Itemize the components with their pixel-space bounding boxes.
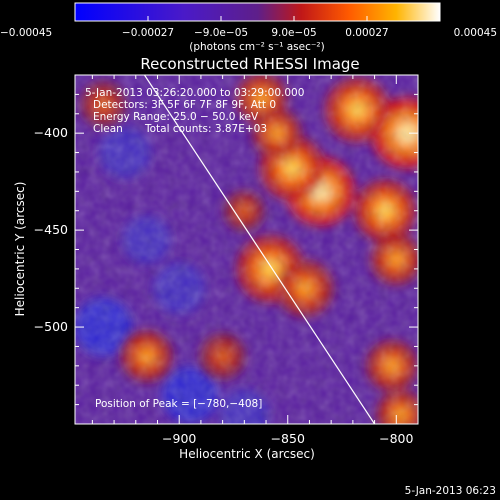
- x-tick-label: −850: [271, 431, 305, 446]
- y-tick-label: −450: [34, 222, 68, 237]
- chart-title: Reconstructed RHESSI Image: [140, 55, 359, 73]
- info-peak-position: Position of Peak = [−780,−408]: [95, 398, 262, 410]
- y-tick-label: −400: [34, 125, 68, 140]
- colorbar-tick-label: −9.0e−05: [194, 27, 248, 39]
- plot-image: [75, 75, 418, 424]
- solar-limb-line: [143, 75, 376, 424]
- colorbar-unit-label: (photons cm⁻² s⁻¹ asec⁻²): [189, 41, 324, 53]
- info-total-counts: Total counts: 3.87E+03: [144, 123, 267, 135]
- colorbar: [74, 2, 441, 22]
- x-axis-label: Heliocentric X (arcsec): [179, 447, 315, 461]
- x-tick-label: −900: [162, 431, 196, 446]
- info-energy-range: Energy Range: 25.0 − 50.0 keV: [93, 111, 259, 123]
- colorbar-ticks: −0.00045 −0.00027 −9.0e−05 9.0e−05 0.00027 0.…: [0, 16, 497, 39]
- colorbar-tick-label: −0.00045: [0, 27, 52, 39]
- info-detectors: Detectors: 3F 5F 6F 7F 8F 9F, Att 0: [93, 99, 276, 111]
- y-tick-label: −500: [34, 319, 68, 334]
- colorbar-tick-label: −0.00027: [122, 27, 174, 39]
- y-axis-label: Heliocentric Y (arcsec): [13, 182, 27, 317]
- axis-ticks: −900 −850 −800 −400 −450 −500: [34, 74, 419, 446]
- colorbar-tick-label: 0.00045: [454, 27, 497, 39]
- info-method: Clean: [93, 123, 123, 135]
- info-overlay: 5-Jan-2013 03:26:20.000 to 03:29:00.000 …: [85, 87, 304, 410]
- colorbar-tick-label: 0.00027: [345, 27, 388, 39]
- info-time-range: 5-Jan-2013 03:26:20.000 to 03:29:00.000: [85, 87, 304, 99]
- render-timestamp: 5-Jan-2013 06:23: [405, 485, 496, 497]
- colorbar-tick-label: 9.0e−05: [271, 27, 316, 39]
- x-tick-label: −800: [379, 431, 413, 446]
